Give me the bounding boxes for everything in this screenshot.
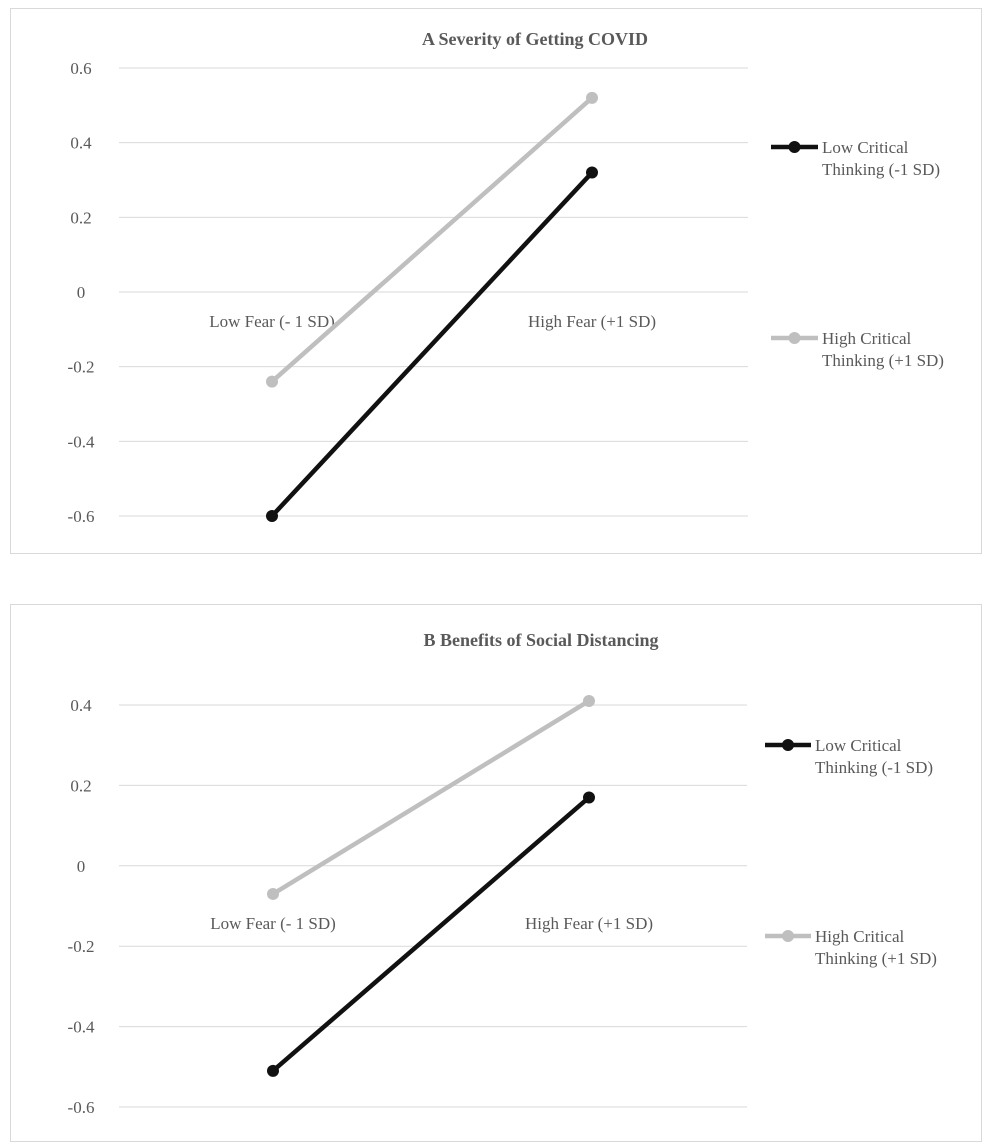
- chart-a-severity: A Severity of Getting COVID 0.6 0.4 0.2 0 -0…: [10, 8, 982, 554]
- data-point: [583, 791, 595, 804]
- y-tick-label: -0.2: [68, 358, 95, 377]
- chart-b-gridlines: [119, 704, 747, 1108]
- y-tick-label: -0.4: [68, 1018, 95, 1037]
- y-tick-label: 0.2: [70, 776, 91, 795]
- chart-b-benefits: B Benefits of Social Distancing 0.4 0.2 0 -…: [10, 604, 982, 1142]
- legend-label: High Critical: [815, 927, 905, 946]
- legend-label: Low Critical: [815, 736, 902, 755]
- legend-label: Low Critical: [822, 138, 909, 157]
- legend-label: Thinking (-1 SD): [822, 160, 940, 179]
- data-point: [267, 1064, 279, 1077]
- chart-b-y-axis: 0.4 0.2 0 -0.2 -0.4 -0.6: [68, 696, 95, 1117]
- chart-b-plot: [267, 694, 595, 1077]
- chart-a-title: A Severity of Getting COVID: [422, 29, 648, 49]
- y-tick-label: -0.6: [68, 1098, 95, 1117]
- x-category-label: High Fear (+1 SD): [525, 914, 653, 933]
- legend-label: Thinking (-1 SD): [815, 758, 933, 777]
- series-line: [270, 698, 592, 897]
- legend-label: High Critical: [822, 329, 912, 348]
- x-category-label: Low Fear (- 1 SD): [210, 914, 336, 933]
- y-tick-label: 0.2: [70, 208, 91, 227]
- x-category-label: Low Fear (- 1 SD): [209, 312, 335, 331]
- y-tick-label: 0.4: [70, 696, 92, 715]
- legend-marker: [788, 332, 801, 344]
- legend-marker: [782, 739, 794, 751]
- y-tick-label: -0.2: [68, 937, 95, 956]
- data-point: [266, 375, 278, 388]
- data-point: [583, 694, 595, 707]
- chart-b-svg: B Benefits of Social Distancing 0.4 0.2 0 -…: [68, 630, 937, 1117]
- series-line: [269, 95, 595, 384]
- chart-a-legend: Low Critical Thinking (-1 SD) High Critica…: [771, 138, 944, 370]
- y-tick-label: -0.6: [68, 507, 95, 526]
- legend-label: Thinking (+1 SD): [822, 351, 944, 370]
- series-line: [270, 795, 592, 1074]
- chart-a-gridlines: [119, 67, 748, 517]
- series-line: [269, 170, 595, 519]
- legend-label: Thinking (+1 SD): [815, 949, 937, 968]
- chart-a-y-axis: 0.6 0.4 0.2 0 -0.2 -0.4 -0.6: [68, 59, 95, 526]
- data-point: [267, 887, 279, 900]
- y-tick-label: -0.4: [68, 432, 95, 451]
- chart-b-x-axis: Low Fear (- 1 SD) High Fear (+1 SD): [210, 914, 653, 933]
- legend-marker: [788, 141, 801, 153]
- chart-a-plot: [266, 91, 598, 522]
- y-tick-label: 0.6: [70, 59, 91, 78]
- chart-b-title: B Benefits of Social Distancing: [423, 630, 658, 650]
- chart-a-svg: A Severity of Getting COVID 0.6 0.4 0.2 0 -0…: [68, 29, 944, 526]
- chart-a-x-axis: Low Fear (- 1 SD) High Fear (+1 SD): [209, 312, 656, 331]
- chart-b-legend: Low Critical Thinking (-1 SD) High Critica…: [765, 736, 937, 968]
- legend-marker: [782, 930, 794, 942]
- x-category-label: High Fear (+1 SD): [528, 312, 656, 331]
- y-tick-label: 0: [77, 283, 86, 302]
- data-point: [266, 510, 278, 522]
- data-point: [586, 166, 598, 179]
- y-tick-label: 0: [77, 857, 86, 876]
- data-point: [586, 91, 598, 104]
- y-tick-label: 0.4: [70, 134, 92, 153]
